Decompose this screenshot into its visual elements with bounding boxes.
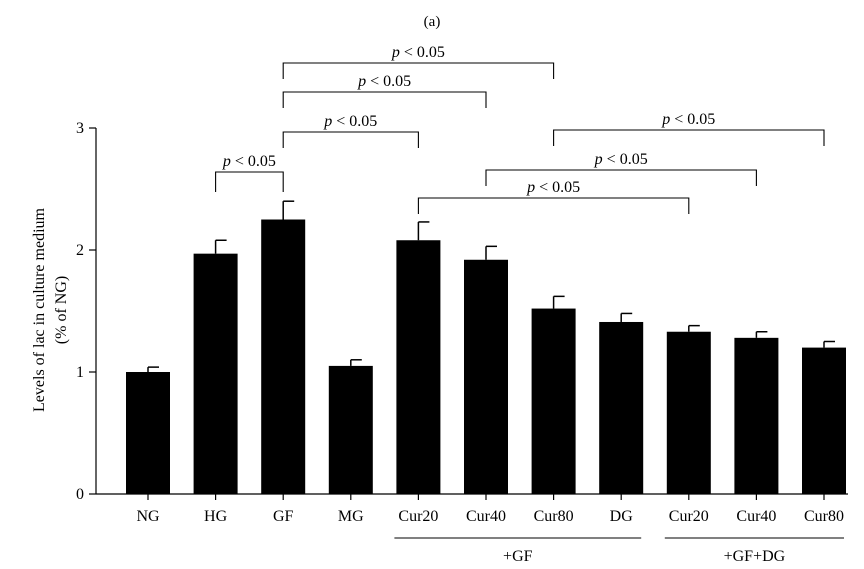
bar xyxy=(599,321,644,494)
bar xyxy=(666,331,711,494)
significance-brackets: p < 0.05 p < 0.05 p < 0.05 p < 0.05 p < 0.05… xyxy=(215,44,825,214)
bar xyxy=(193,253,238,494)
significance-label: p < 0.05 xyxy=(357,73,411,90)
x-tick-label: DG xyxy=(610,508,634,525)
x-tick-label: Cur20 xyxy=(398,508,438,525)
bar xyxy=(734,337,779,494)
significance-label: p < 0.05 xyxy=(526,179,580,196)
x-tick-label: Cur20 xyxy=(669,508,709,525)
bar xyxy=(396,240,441,494)
x-tick-label: GF xyxy=(273,508,294,525)
significance-bracket xyxy=(282,131,419,148)
y-axis-title: Levels of lac in culture medium (% of NG… xyxy=(31,207,70,411)
x-tick-label: Cur40 xyxy=(466,508,506,525)
x-tick-label: NG xyxy=(136,508,160,525)
significance-bracket xyxy=(553,129,825,146)
significance-bracket xyxy=(282,62,555,79)
bar xyxy=(126,372,170,494)
panel-label: (a) xyxy=(424,14,441,30)
significance-label: p < 0.05 xyxy=(323,113,377,130)
bar xyxy=(531,308,576,494)
x-tick-label: Cur80 xyxy=(804,508,844,525)
group-labels: +GF +GF+DG xyxy=(394,537,844,565)
significance-label: p < 0.05 xyxy=(222,153,276,170)
y-tick-label: 3 xyxy=(76,120,84,137)
y-tick-label: 0 xyxy=(76,486,84,503)
significance-bracket xyxy=(485,169,757,186)
bars: NG HG GF MG Cur20 Cur40 Cur80 DG Cur20 Cur40 Cur80 xyxy=(126,200,846,525)
y-axis-label: Levels of lac in culture medium xyxy=(31,207,48,411)
x-tick-label: Cur40 xyxy=(736,508,776,525)
bar xyxy=(464,259,508,494)
significance-bracket xyxy=(417,197,690,214)
group-label: +GF xyxy=(503,548,533,565)
y-axis-unit: (% of NG) xyxy=(53,276,70,344)
x-tick-label: MG xyxy=(338,508,364,525)
x-tick-label: Cur80 xyxy=(534,508,574,525)
significance-label: p < 0.05 xyxy=(661,111,715,128)
group-label: +GF+DG xyxy=(724,548,786,565)
bar xyxy=(261,219,306,494)
y-tick-label: 2 xyxy=(76,242,84,259)
significance-label: p < 0.05 xyxy=(594,151,648,168)
bar xyxy=(802,347,846,494)
bar xyxy=(328,365,373,494)
significance-bracket xyxy=(215,171,284,192)
y-tick-label: 1 xyxy=(76,364,84,381)
axes: 0 1 2 3 xyxy=(76,120,848,503)
significance-label: p < 0.05 xyxy=(391,44,445,61)
significance-bracket xyxy=(282,91,487,108)
x-tick-label: HG xyxy=(204,508,228,525)
